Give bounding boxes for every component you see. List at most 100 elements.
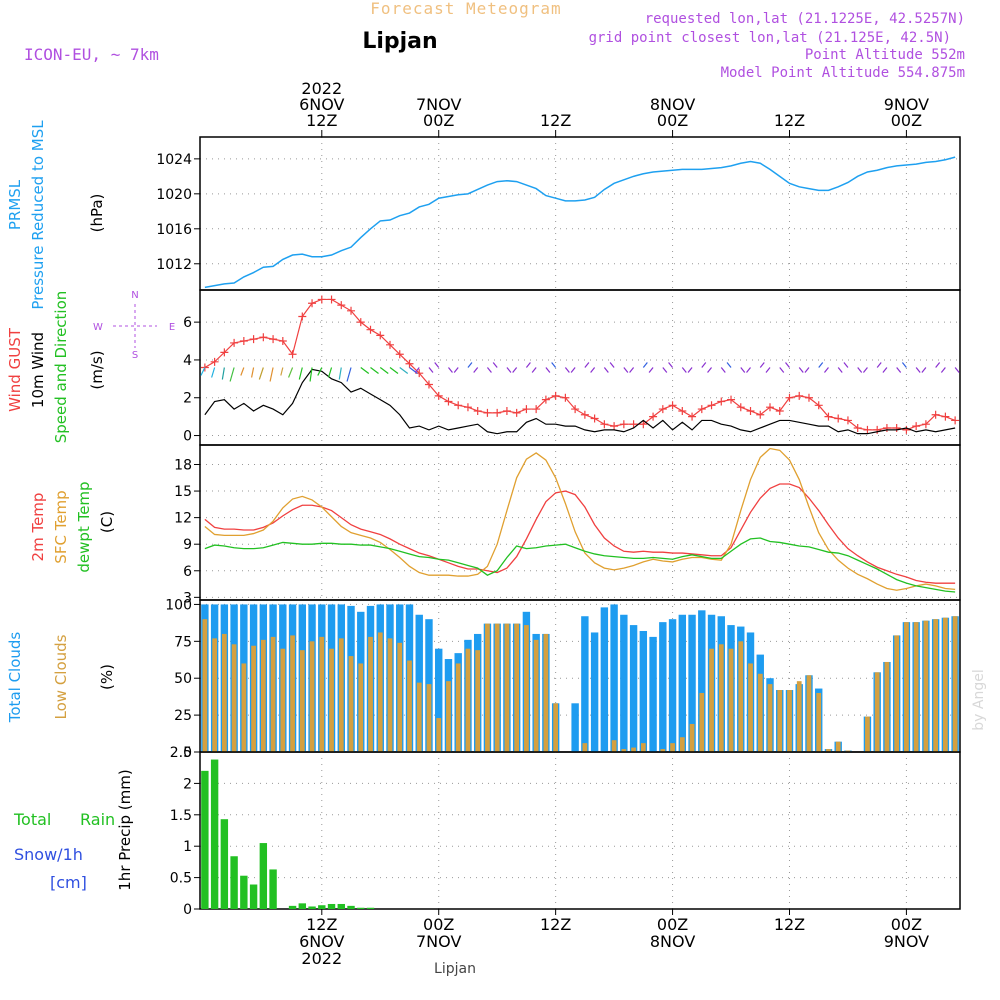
gust-point xyxy=(551,391,560,400)
total-cloud-bar xyxy=(610,604,618,752)
rain-bar xyxy=(259,843,268,909)
gust-point xyxy=(912,422,921,431)
low-cloud-bar xyxy=(231,644,237,752)
wind-direction-arrow xyxy=(486,367,492,373)
low-cloud-bar xyxy=(387,638,393,752)
rain-bar xyxy=(327,903,336,909)
precip-ytick-label: 2 xyxy=(183,776,192,792)
gust-point xyxy=(532,405,541,414)
wind-direction-arrow xyxy=(921,367,927,373)
wind-direction-arrow xyxy=(804,367,810,373)
wind-ytick-label: 0 xyxy=(183,429,192,445)
total-clouds-ylabel: Total Clouds xyxy=(6,632,24,724)
gust-point xyxy=(921,420,930,429)
total-cloud-bar xyxy=(620,614,628,752)
wind-direction-arrow xyxy=(298,367,303,380)
gust-point xyxy=(775,406,784,415)
wind-direction-arrow xyxy=(370,367,379,374)
wind-unit: (m/s) xyxy=(88,350,106,389)
total-cloud-bar xyxy=(600,607,609,752)
total-cloud-bar xyxy=(688,614,696,752)
low-cloud-bar xyxy=(718,644,724,752)
low-cloud-bar xyxy=(923,620,929,752)
wind-direction-arrow xyxy=(379,367,389,374)
sfc-temp-line xyxy=(204,447,956,591)
wind-frame xyxy=(199,289,961,446)
gust-point xyxy=(298,312,307,321)
gust-point xyxy=(736,403,745,412)
gust-point xyxy=(269,335,278,344)
gust-point xyxy=(356,318,365,327)
gust-point xyxy=(882,423,891,432)
wind-direction-arrow xyxy=(759,362,765,368)
precip-rain-label: Rain xyxy=(80,810,115,829)
wind-direction-arrow xyxy=(551,362,557,368)
wind-ytick-label: 4 xyxy=(183,353,192,369)
wind-direction-arrow xyxy=(798,367,804,373)
rain-bar xyxy=(240,875,248,909)
t2m-ylabel: 2m Temp xyxy=(29,493,47,562)
gust-point xyxy=(892,423,901,432)
total-cloud-bar xyxy=(435,648,443,752)
low-cloud-bar xyxy=(679,737,685,752)
low-cloud-bar xyxy=(816,692,822,752)
rain-bar xyxy=(269,869,277,909)
gridpoint-coords: grid point closest lon,lat (21.125E, 42.… xyxy=(589,30,951,46)
gust-point xyxy=(327,295,336,304)
pressure-ylabel: Pressure Reduced to MSL xyxy=(29,120,47,310)
wind-direction-arrow xyxy=(414,367,420,373)
wind-direction-arrow xyxy=(453,367,459,373)
wind-gust-ylabel: Wind GUST xyxy=(6,327,24,412)
wind-direction-arrow xyxy=(211,367,216,378)
top-time-label: 7NOV xyxy=(416,95,461,114)
low-cloud-bar xyxy=(796,681,802,752)
rain-bar xyxy=(357,907,365,909)
wind-direction-arrow xyxy=(862,367,868,373)
gust-point xyxy=(678,406,687,415)
gust-point xyxy=(200,363,209,372)
wind-direction-arrow xyxy=(935,362,941,368)
wind-direction-arrow xyxy=(823,367,829,373)
low-cloud-bar xyxy=(933,619,939,752)
pressure-ytick-label: 1016 xyxy=(156,222,192,238)
gust-point xyxy=(405,359,414,368)
wind-direction-arrow xyxy=(346,367,352,382)
low-cloud-bar xyxy=(436,718,442,752)
low-cloud-bar xyxy=(416,682,422,752)
precip-panel: 0 0.5 1 1.5 2 2.5 xyxy=(170,745,961,918)
wind-10m-ylabel: 10m Wind xyxy=(29,332,47,408)
low-cloud-bar xyxy=(377,632,383,752)
gust-point xyxy=(619,420,628,429)
wind-direction-arrow xyxy=(221,367,225,380)
precip-ytick-label: 2.5 xyxy=(170,745,192,761)
clouds-panel: 0 25 50 75 100 xyxy=(165,597,961,761)
low-cloud-bar xyxy=(368,636,373,752)
low-cloud-bar xyxy=(407,660,412,752)
requested-coords: requested lon,lat (21.1225E, 42.5257N) xyxy=(645,11,965,27)
low-cloud-bar xyxy=(874,672,880,752)
low-cloud-bar xyxy=(329,648,334,752)
compass-east: E xyxy=(169,322,175,333)
gust-point xyxy=(853,423,862,432)
gust-point xyxy=(444,397,453,406)
wind-direction-arrow xyxy=(531,367,537,373)
top-time-label: 00Z xyxy=(891,111,922,130)
low-cloud-bar xyxy=(757,673,763,752)
pressure-ytick-label: 1020 xyxy=(156,187,192,203)
low-cloud-bar xyxy=(455,663,461,752)
gust-point xyxy=(220,348,229,357)
top-time-label: 12Z xyxy=(774,111,805,130)
wind-direction-arrow xyxy=(701,362,707,368)
clouds-ytick-label: 100 xyxy=(165,597,192,613)
wind-direction-arrow xyxy=(269,367,274,382)
gust-point xyxy=(386,340,394,349)
low-cloud-bar xyxy=(309,641,315,752)
credit-text: by Angel xyxy=(971,669,987,730)
temperature-ytick-label: 6 xyxy=(183,564,192,580)
low-cloud-bar xyxy=(913,622,919,752)
low-cloud-bar xyxy=(709,648,714,752)
low-cloud-bar xyxy=(494,623,500,752)
compass-south: S xyxy=(132,350,138,361)
low-cloud-bar xyxy=(504,623,510,752)
low-cloud-bar xyxy=(212,638,217,752)
